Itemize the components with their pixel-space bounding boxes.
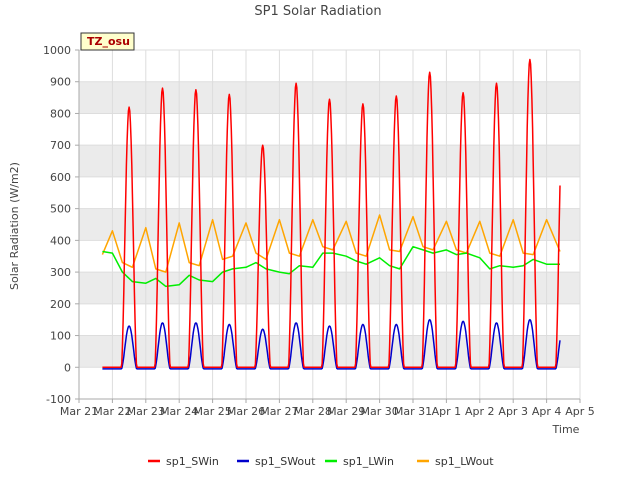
axes: [78, 50, 580, 400]
legend: sp1_SWin sp1_SWout sp1_LWin sp1_LWout: [148, 455, 494, 468]
grid-band: [79, 335, 580, 368]
grid-band: [79, 208, 580, 241]
annotation-text: TZ_osu: [87, 35, 130, 48]
y-axis-ticks: -100 0 100 200 300 400 500 600 700 800 900 1000: [43, 44, 79, 406]
x-tick-label: Mar 30: [360, 405, 398, 418]
y-tick-label: 100: [50, 330, 71, 343]
y-tick-label: 800: [50, 107, 71, 120]
y-tick-label: 700: [50, 139, 71, 152]
y-tick-label: 600: [50, 171, 71, 184]
legend-item-sp1_LWout: sp1_LWout: [417, 455, 494, 468]
legend-item-sp1_LWin: sp1_LWin: [325, 455, 394, 468]
x-tick-label: Apr 1: [432, 405, 462, 418]
x-tick-label: Mar 31: [394, 405, 432, 418]
y-tick-label: 0: [64, 361, 71, 374]
x-axis-label: Time: [552, 423, 580, 436]
x-tick-label: Mar 29: [327, 405, 365, 418]
y-tick-label: 400: [50, 234, 71, 247]
grid-band: [79, 81, 580, 114]
y-tick-label: 900: [50, 76, 71, 89]
legend-label: sp1_SWout: [255, 455, 316, 468]
y-axis-label: Solar Radiation (W/m2): [8, 162, 21, 290]
legend-label: sp1_SWin: [166, 455, 219, 468]
x-tick-label: Apr 4: [532, 405, 562, 418]
x-tick-label: Apr 3: [498, 405, 528, 418]
series-line-sp1_LWin: [102, 245, 560, 288]
annotation-box: [80, 32, 135, 51]
x-tick-label: Mar 27: [260, 405, 298, 418]
x-tick-label: Mar 26: [227, 405, 265, 418]
grid-band: [79, 145, 580, 177]
legend-label: sp1_LWin: [343, 455, 394, 468]
y-tick-label: 1000: [43, 44, 71, 57]
annotation-tag: TZ_osu: [80, 32, 135, 51]
x-tick-label: Mar 23: [127, 405, 165, 418]
series-lines: [101, 58, 561, 370]
x-tick-label: Mar 22: [93, 405, 131, 418]
x-tick-label: Mar 24: [160, 405, 198, 418]
y-tick-label: 500: [50, 203, 71, 216]
y-tick-label: 300: [50, 266, 71, 279]
x-tick-label: Mar 21: [60, 405, 98, 418]
plot-background: [79, 50, 580, 399]
legend-item-sp1_SWin: sp1_SWin: [148, 455, 219, 468]
grid-band: [79, 272, 580, 304]
x-tick-label: Mar 28: [294, 405, 332, 418]
x-tick-label: Apr 2: [465, 405, 495, 418]
y-tick-label: 200: [50, 298, 71, 311]
series-line-sp1_LWout: [101, 214, 561, 273]
x-tick-label: Apr 5: [565, 405, 595, 418]
y-tick-label: -100: [46, 393, 71, 406]
series-line-sp1_SWin: [102, 58, 561, 369]
series-line-sp1_SWout: [102, 318, 561, 370]
x-tick-label: Mar 25: [193, 405, 231, 418]
chart-title: SP1 Solar Radiation: [254, 4, 381, 19]
legend-label: sp1_LWout: [435, 455, 494, 468]
legend-item-sp1_SWout: sp1_SWout: [237, 455, 316, 468]
